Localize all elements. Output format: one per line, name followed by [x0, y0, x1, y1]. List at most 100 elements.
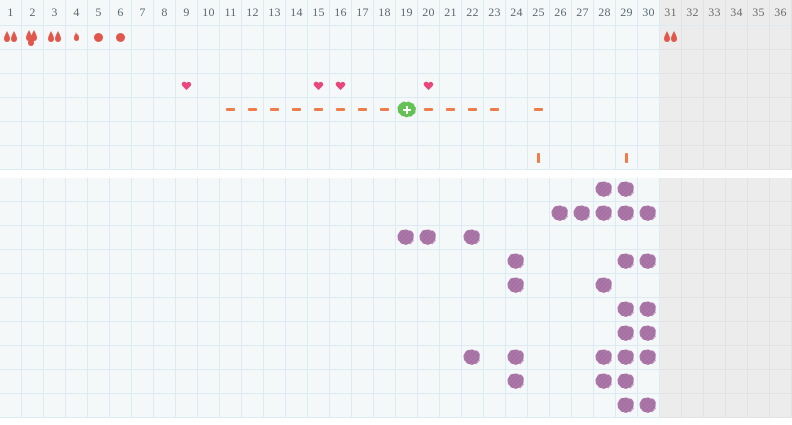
grid-cell-r4-c33[interactable]	[704, 98, 726, 122]
grid-cell-r4-c27[interactable]	[572, 250, 594, 274]
grid-cell-r7-c21[interactable]	[440, 322, 462, 346]
grid-cell-r6-c27[interactable]	[572, 298, 594, 322]
grid-cell-r5-c25[interactable]	[528, 274, 550, 298]
grid-cell-r10-c19[interactable]	[396, 394, 418, 418]
grid-cell-r4-c15[interactable]	[308, 98, 330, 122]
grid-cell-r6-c14[interactable]	[286, 146, 308, 170]
purple-scribble-blob-icon[interactable]	[617, 181, 636, 198]
grid-cell-r1-c30[interactable]	[638, 178, 660, 202]
grid-cell-r3-c25[interactable]	[528, 74, 550, 98]
grid-cell-r10-c21[interactable]	[440, 394, 462, 418]
grid-cell-r3-c16[interactable]	[330, 226, 352, 250]
grid-cell-r3-c11[interactable]	[220, 74, 242, 98]
grid-cell-r5-c30[interactable]	[638, 274, 660, 298]
grid-cell-r2-c30[interactable]	[638, 50, 660, 74]
grid-cell-r3-c9[interactable]	[176, 74, 198, 98]
grid-cell-r8-c33[interactable]	[704, 346, 726, 370]
grid-cell-r8-c23[interactable]	[484, 346, 506, 370]
grid-cell-r1-c34[interactable]	[726, 26, 748, 50]
grid-cell-r3-c15[interactable]	[308, 226, 330, 250]
grid-cell-r10-c20[interactable]	[418, 394, 440, 418]
grid-cell-r5-c29[interactable]	[616, 274, 638, 298]
grid-cell-r7-c29[interactable]	[616, 322, 638, 346]
grid-cell-r7-c35[interactable]	[748, 322, 770, 346]
grid-cell-r5-c24[interactable]	[506, 274, 528, 298]
grid-cell-r1-c6[interactable]	[110, 26, 132, 50]
grid-cell-r6-c19[interactable]	[396, 298, 418, 322]
column-header-6[interactable]: 6	[110, 0, 132, 26]
grid-cell-r8-c4[interactable]	[66, 346, 88, 370]
grid-cell-r1-c29[interactable]	[616, 178, 638, 202]
grid-cell-r5-c5[interactable]	[88, 122, 110, 146]
grid-cell-r10-c26[interactable]	[550, 394, 572, 418]
grid-cell-r5-c27[interactable]	[572, 122, 594, 146]
grid-cell-r4-c4[interactable]	[66, 250, 88, 274]
grid-cell-r2-c36[interactable]	[770, 50, 792, 74]
grid-cell-r3-c26[interactable]	[550, 226, 572, 250]
grid-cell-r10-c22[interactable]	[462, 394, 484, 418]
grid-cell-r7-c31[interactable]	[660, 322, 682, 346]
grid-cell-r2-c18[interactable]	[374, 202, 396, 226]
grid-cell-r2-c22[interactable]	[462, 202, 484, 226]
grid-cell-r2-c16[interactable]	[330, 50, 352, 74]
grid-cell-r6-c12[interactable]	[242, 298, 264, 322]
grid-cell-r4-c29[interactable]	[616, 98, 638, 122]
purple-scribble-blob-icon[interactable]	[595, 181, 614, 198]
grid-cell-r3-c11[interactable]	[220, 226, 242, 250]
grid-cell-r5-c31[interactable]	[660, 122, 682, 146]
grid-cell-r8-c25[interactable]	[528, 346, 550, 370]
grid-cell-r4-c6[interactable]	[110, 98, 132, 122]
grid-cell-r8-c35[interactable]	[748, 346, 770, 370]
grid-cell-r8-c14[interactable]	[286, 346, 308, 370]
grid-cell-r6-c24[interactable]	[506, 298, 528, 322]
grid-cell-r1-c14[interactable]	[286, 26, 308, 50]
grid-cell-r8-c15[interactable]	[308, 346, 330, 370]
grid-cell-r4-c29[interactable]	[616, 250, 638, 274]
grid-cell-r7-c36[interactable]	[770, 322, 792, 346]
grid-cell-r7-c3[interactable]	[44, 322, 66, 346]
grid-cell-r4-c36[interactable]	[770, 250, 792, 274]
grid-cell-r6-c17[interactable]	[352, 298, 374, 322]
grid-cell-r1-c2[interactable]	[22, 26, 44, 50]
grid-cell-r9-c24[interactable]	[506, 370, 528, 394]
grid-cell-r1-c35[interactable]	[748, 26, 770, 50]
grid-cell-r2-c32[interactable]	[682, 50, 704, 74]
grid-cell-r10-c7[interactable]	[132, 394, 154, 418]
grid-cell-r2-c8[interactable]	[154, 50, 176, 74]
grid-cell-r3-c7[interactable]	[132, 226, 154, 250]
grid-cell-r6-c2[interactable]	[22, 298, 44, 322]
grid-cell-r4-c17[interactable]	[352, 250, 374, 274]
grid-cell-r8-c22[interactable]	[462, 346, 484, 370]
grid-cell-r5-c26[interactable]	[550, 274, 572, 298]
grid-cell-r6-c4[interactable]	[66, 146, 88, 170]
grid-cell-r2-c14[interactable]	[286, 202, 308, 226]
grid-cell-r2-c28[interactable]	[594, 202, 616, 226]
grid-cell-r9-c3[interactable]	[44, 370, 66, 394]
grid-cell-r1-c18[interactable]	[374, 178, 396, 202]
grid-cell-r6-c29[interactable]	[616, 146, 638, 170]
grid-cell-r3-c35[interactable]	[748, 226, 770, 250]
lower-tracking-grid[interactable]	[0, 178, 792, 418]
grid-cell-r8-c20[interactable]	[418, 346, 440, 370]
grid-cell-r8-c12[interactable]	[242, 346, 264, 370]
purple-scribble-blob-icon[interactable]	[595, 277, 614, 294]
grid-cell-r5-c9[interactable]	[176, 274, 198, 298]
grid-cell-r8-c2[interactable]	[22, 346, 44, 370]
grid-cell-r2-c10[interactable]	[198, 50, 220, 74]
grid-cell-r7-c10[interactable]	[198, 322, 220, 346]
grid-cell-r2-c11[interactable]	[220, 202, 242, 226]
grid-cell-r3-c12[interactable]	[242, 74, 264, 98]
column-header-36[interactable]: 36	[770, 0, 792, 26]
column-header-32[interactable]: 32	[682, 0, 704, 26]
grid-cell-r2-c26[interactable]	[550, 50, 572, 74]
grid-cell-r5-c2[interactable]	[22, 274, 44, 298]
grid-cell-r5-c6[interactable]	[110, 122, 132, 146]
grid-cell-r5-c17[interactable]	[352, 274, 374, 298]
grid-cell-r3-c31[interactable]	[660, 74, 682, 98]
grid-cell-r2-c31[interactable]	[660, 50, 682, 74]
column-header-27[interactable]: 27	[572, 0, 594, 26]
grid-cell-r3-c5[interactable]	[88, 74, 110, 98]
grid-cell-r2-c32[interactable]	[682, 202, 704, 226]
grid-cell-r6-c30[interactable]	[638, 146, 660, 170]
grid-cell-r4-c9[interactable]	[176, 250, 198, 274]
